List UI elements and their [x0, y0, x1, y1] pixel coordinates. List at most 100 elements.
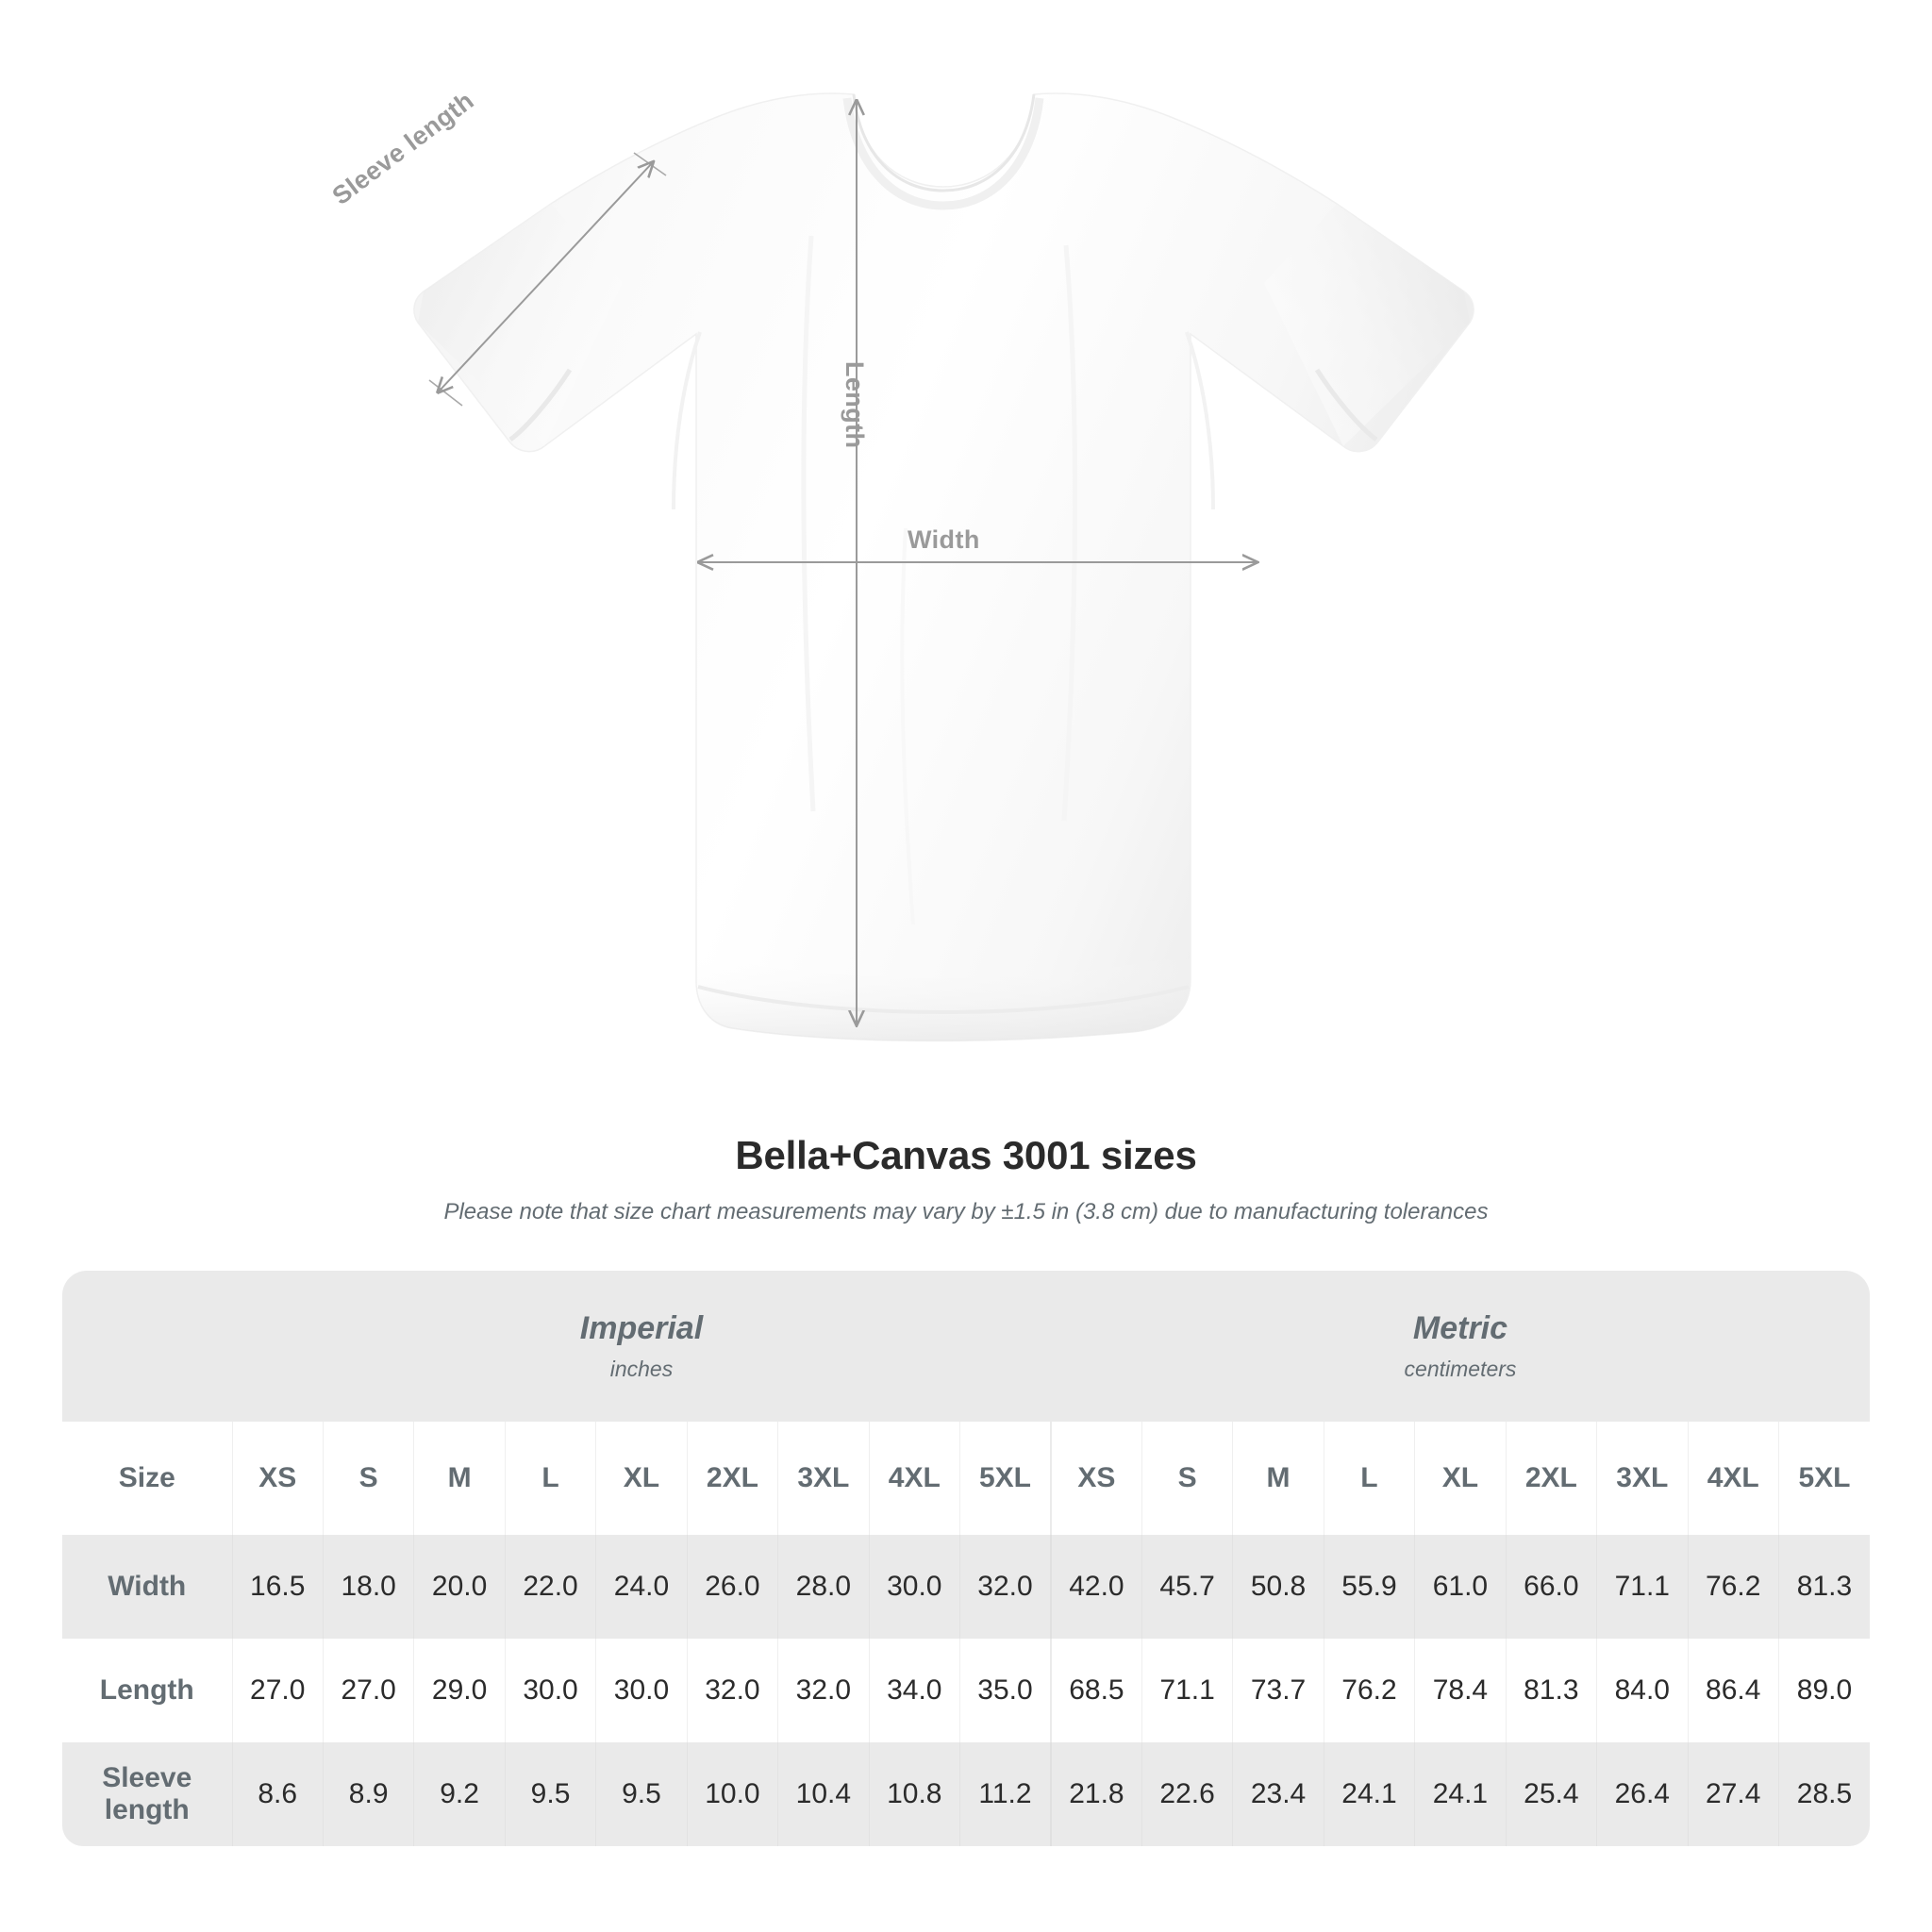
cell-length-metric-l: 76.2: [1323, 1639, 1415, 1742]
unit-metric-sub: centimeters: [1404, 1357, 1517, 1382]
shirt-body: [413, 92, 1474, 1042]
size-header-label: Size: [62, 1422, 232, 1535]
size-header-metric-5xl: 5XL: [1777, 1422, 1870, 1535]
unit-imperial-name: Imperial: [579, 1309, 704, 1346]
unit-imperial-sub: inches: [609, 1357, 674, 1382]
cell-width-metric-m: 50.8: [1232, 1535, 1324, 1639]
size-header-metric-s: S: [1141, 1422, 1233, 1535]
page-title: Bella+Canvas 3001 sizes: [735, 1133, 1197, 1177]
cell-sleeve-length-metric-l: 24.1: [1323, 1742, 1415, 1846]
tshirt-measurement-diagram: Sleeve length Length Width: [326, 86, 1474, 1042]
cell-width-metric-l: 55.9: [1323, 1535, 1415, 1639]
cell-sleeve-length-imperial-xl: 9.5: [595, 1742, 688, 1846]
cell-sleeve-length-metric-xl: 24.1: [1414, 1742, 1507, 1846]
size-chart-table: Imperial inches Metric centimeters Size …: [62, 1271, 1870, 1846]
cell-width-imperial-xs: 16.5: [231, 1535, 324, 1639]
cell-sleeve-length-metric-3xl: 26.4: [1596, 1742, 1688, 1846]
cell-length-metric-xl: 78.4: [1414, 1639, 1507, 1742]
cell-sleeve-length-metric-2xl: 25.4: [1505, 1742, 1597, 1846]
size-header-metric-xl: XL: [1414, 1422, 1507, 1535]
size-header-row: Size XS S M L XL 2XL 3XL 4XL 5XL XS S M L XL 2XL 3XL 4XL…: [62, 1422, 1870, 1535]
cell-length-metric-s: 71.1: [1141, 1639, 1233, 1742]
size-chart-head: Imperial inches Metric centimeters Size …: [62, 1271, 1870, 1535]
length-label: Length: [841, 361, 869, 449]
cell-length-metric-5xl: 89.0: [1777, 1639, 1870, 1742]
cell-width-metric-s: 45.7: [1141, 1535, 1233, 1639]
cell-width-metric-xs: 42.0: [1049, 1535, 1142, 1639]
unit-group-imperial: Imperial inches: [232, 1271, 1051, 1422]
measurement-guides: [428, 102, 1257, 1024]
cell-width-imperial-3xl: 28.0: [777, 1535, 870, 1639]
size-header-imperial-3xl: 3XL: [777, 1422, 870, 1535]
size-header-imperial-5xl: 5XL: [958, 1422, 1051, 1535]
cell-length-imperial-l: 30.0: [504, 1639, 596, 1742]
cell-sleeve-length-imperial-s: 8.9: [322, 1742, 414, 1846]
cell-width-imperial-l: 22.0: [504, 1535, 596, 1639]
cell-width-imperial-2xl: 26.0: [686, 1535, 778, 1639]
size-header-imperial-xs: XS: [231, 1422, 324, 1535]
size-chart-container: Imperial inches Metric centimeters Size …: [0, 1225, 1932, 1846]
table-row: Length 27.0 27.0 29.0 30.0 30.0 32.0 32.0 34.0 35…: [62, 1639, 1870, 1742]
unit-band-row: Imperial inches Metric centimeters: [62, 1271, 1870, 1422]
cell-length-imperial-xs: 27.0: [231, 1639, 324, 1742]
cell-length-metric-4xl: 86.4: [1687, 1639, 1779, 1742]
unit-group-metric: Metric centimeters: [1050, 1271, 1870, 1422]
size-header-metric-l: L: [1323, 1422, 1415, 1535]
cell-sleeve-length-metric-5xl: 28.5: [1777, 1742, 1870, 1846]
cell-length-imperial-5xl: 35.0: [958, 1639, 1051, 1742]
cell-length-imperial-m: 29.0: [413, 1639, 506, 1742]
table-row: Sleeve length 8.6 8.9 9.2 9.5 9.5 10.0 10.4 10.8…: [62, 1742, 1870, 1846]
size-header-imperial-l: L: [504, 1422, 596, 1535]
row-header-length: Length: [62, 1639, 232, 1742]
cell-sleeve-length-imperial-2xl: 10.0: [686, 1742, 778, 1846]
cell-length-metric-3xl: 84.0: [1596, 1639, 1688, 1742]
cell-width-imperial-4xl: 30.0: [868, 1535, 960, 1639]
cell-sleeve-length-metric-4xl: 27.4: [1687, 1742, 1779, 1846]
cell-length-imperial-xl: 30.0: [595, 1639, 688, 1742]
cell-sleeve-length-imperial-xs: 8.6: [231, 1742, 324, 1846]
sleeve-length-arrow: [439, 162, 653, 391]
cell-sleeve-length-imperial-4xl: 10.8: [868, 1742, 960, 1846]
cell-width-imperial-m: 20.0: [413, 1535, 506, 1639]
size-header-imperial-m: M: [413, 1422, 506, 1535]
cell-width-metric-4xl: 76.2: [1687, 1535, 1779, 1639]
size-header-metric-2xl: 2XL: [1505, 1422, 1597, 1535]
cell-length-metric-xs: 68.5: [1049, 1639, 1142, 1742]
size-header-imperial-s: S: [322, 1422, 414, 1535]
tolerance-note: Please note that size chart measurements…: [443, 1199, 1489, 1224]
size-header-imperial-2xl: 2XL: [686, 1422, 778, 1535]
cell-sleeve-length-imperial-5xl: 11.2: [958, 1742, 1051, 1846]
size-header-metric-m: M: [1232, 1422, 1324, 1535]
size-header-imperial-xl: XL: [595, 1422, 688, 1535]
cell-width-metric-xl: 61.0: [1414, 1535, 1507, 1639]
width-label: Width: [908, 525, 980, 554]
unit-band-corner: [62, 1271, 232, 1422]
cell-length-imperial-3xl: 32.0: [777, 1639, 870, 1742]
size-header-imperial-4xl: 4XL: [868, 1422, 960, 1535]
cell-width-imperial-xl: 24.0: [595, 1535, 688, 1639]
row-header-sleeve-length: Sleeve length: [62, 1742, 232, 1846]
cell-length-metric-2xl: 81.3: [1505, 1639, 1597, 1742]
cell-width-imperial-s: 18.0: [322, 1535, 414, 1639]
cell-width-metric-2xl: 66.0: [1505, 1535, 1597, 1639]
cell-sleeve-length-imperial-l: 9.5: [504, 1742, 596, 1846]
cell-length-imperial-2xl: 32.0: [686, 1639, 778, 1742]
cell-width-metric-5xl: 81.3: [1777, 1535, 1870, 1639]
cell-sleeve-length-metric-s: 22.6: [1141, 1742, 1233, 1846]
cell-width-imperial-5xl: 32.0: [958, 1535, 1051, 1639]
cell-sleeve-length-metric-m: 23.4: [1232, 1742, 1324, 1846]
cell-sleeve-length-imperial-m: 9.2: [413, 1742, 506, 1846]
cell-sleeve-length-imperial-3xl: 10.4: [777, 1742, 870, 1846]
row-header-width: Width: [62, 1535, 232, 1639]
size-chart-body: Width 16.5 18.0 20.0 22.0 24.0 26.0 28.0 30.0 32.…: [62, 1535, 1870, 1846]
size-header-metric-xs: XS: [1049, 1422, 1142, 1535]
size-header-metric-4xl: 4XL: [1687, 1422, 1779, 1535]
cell-length-imperial-s: 27.0: [322, 1639, 414, 1742]
tshirt-illustration: [413, 92, 1474, 1042]
size-header-metric-3xl: 3XL: [1596, 1422, 1688, 1535]
unit-metric-name: Metric: [1412, 1309, 1508, 1346]
cell-length-metric-m: 73.7: [1232, 1639, 1324, 1742]
cell-width-metric-3xl: 71.1: [1596, 1535, 1688, 1639]
cell-sleeve-length-metric-xs: 21.8: [1049, 1742, 1142, 1846]
cell-length-imperial-4xl: 34.0: [868, 1639, 960, 1742]
